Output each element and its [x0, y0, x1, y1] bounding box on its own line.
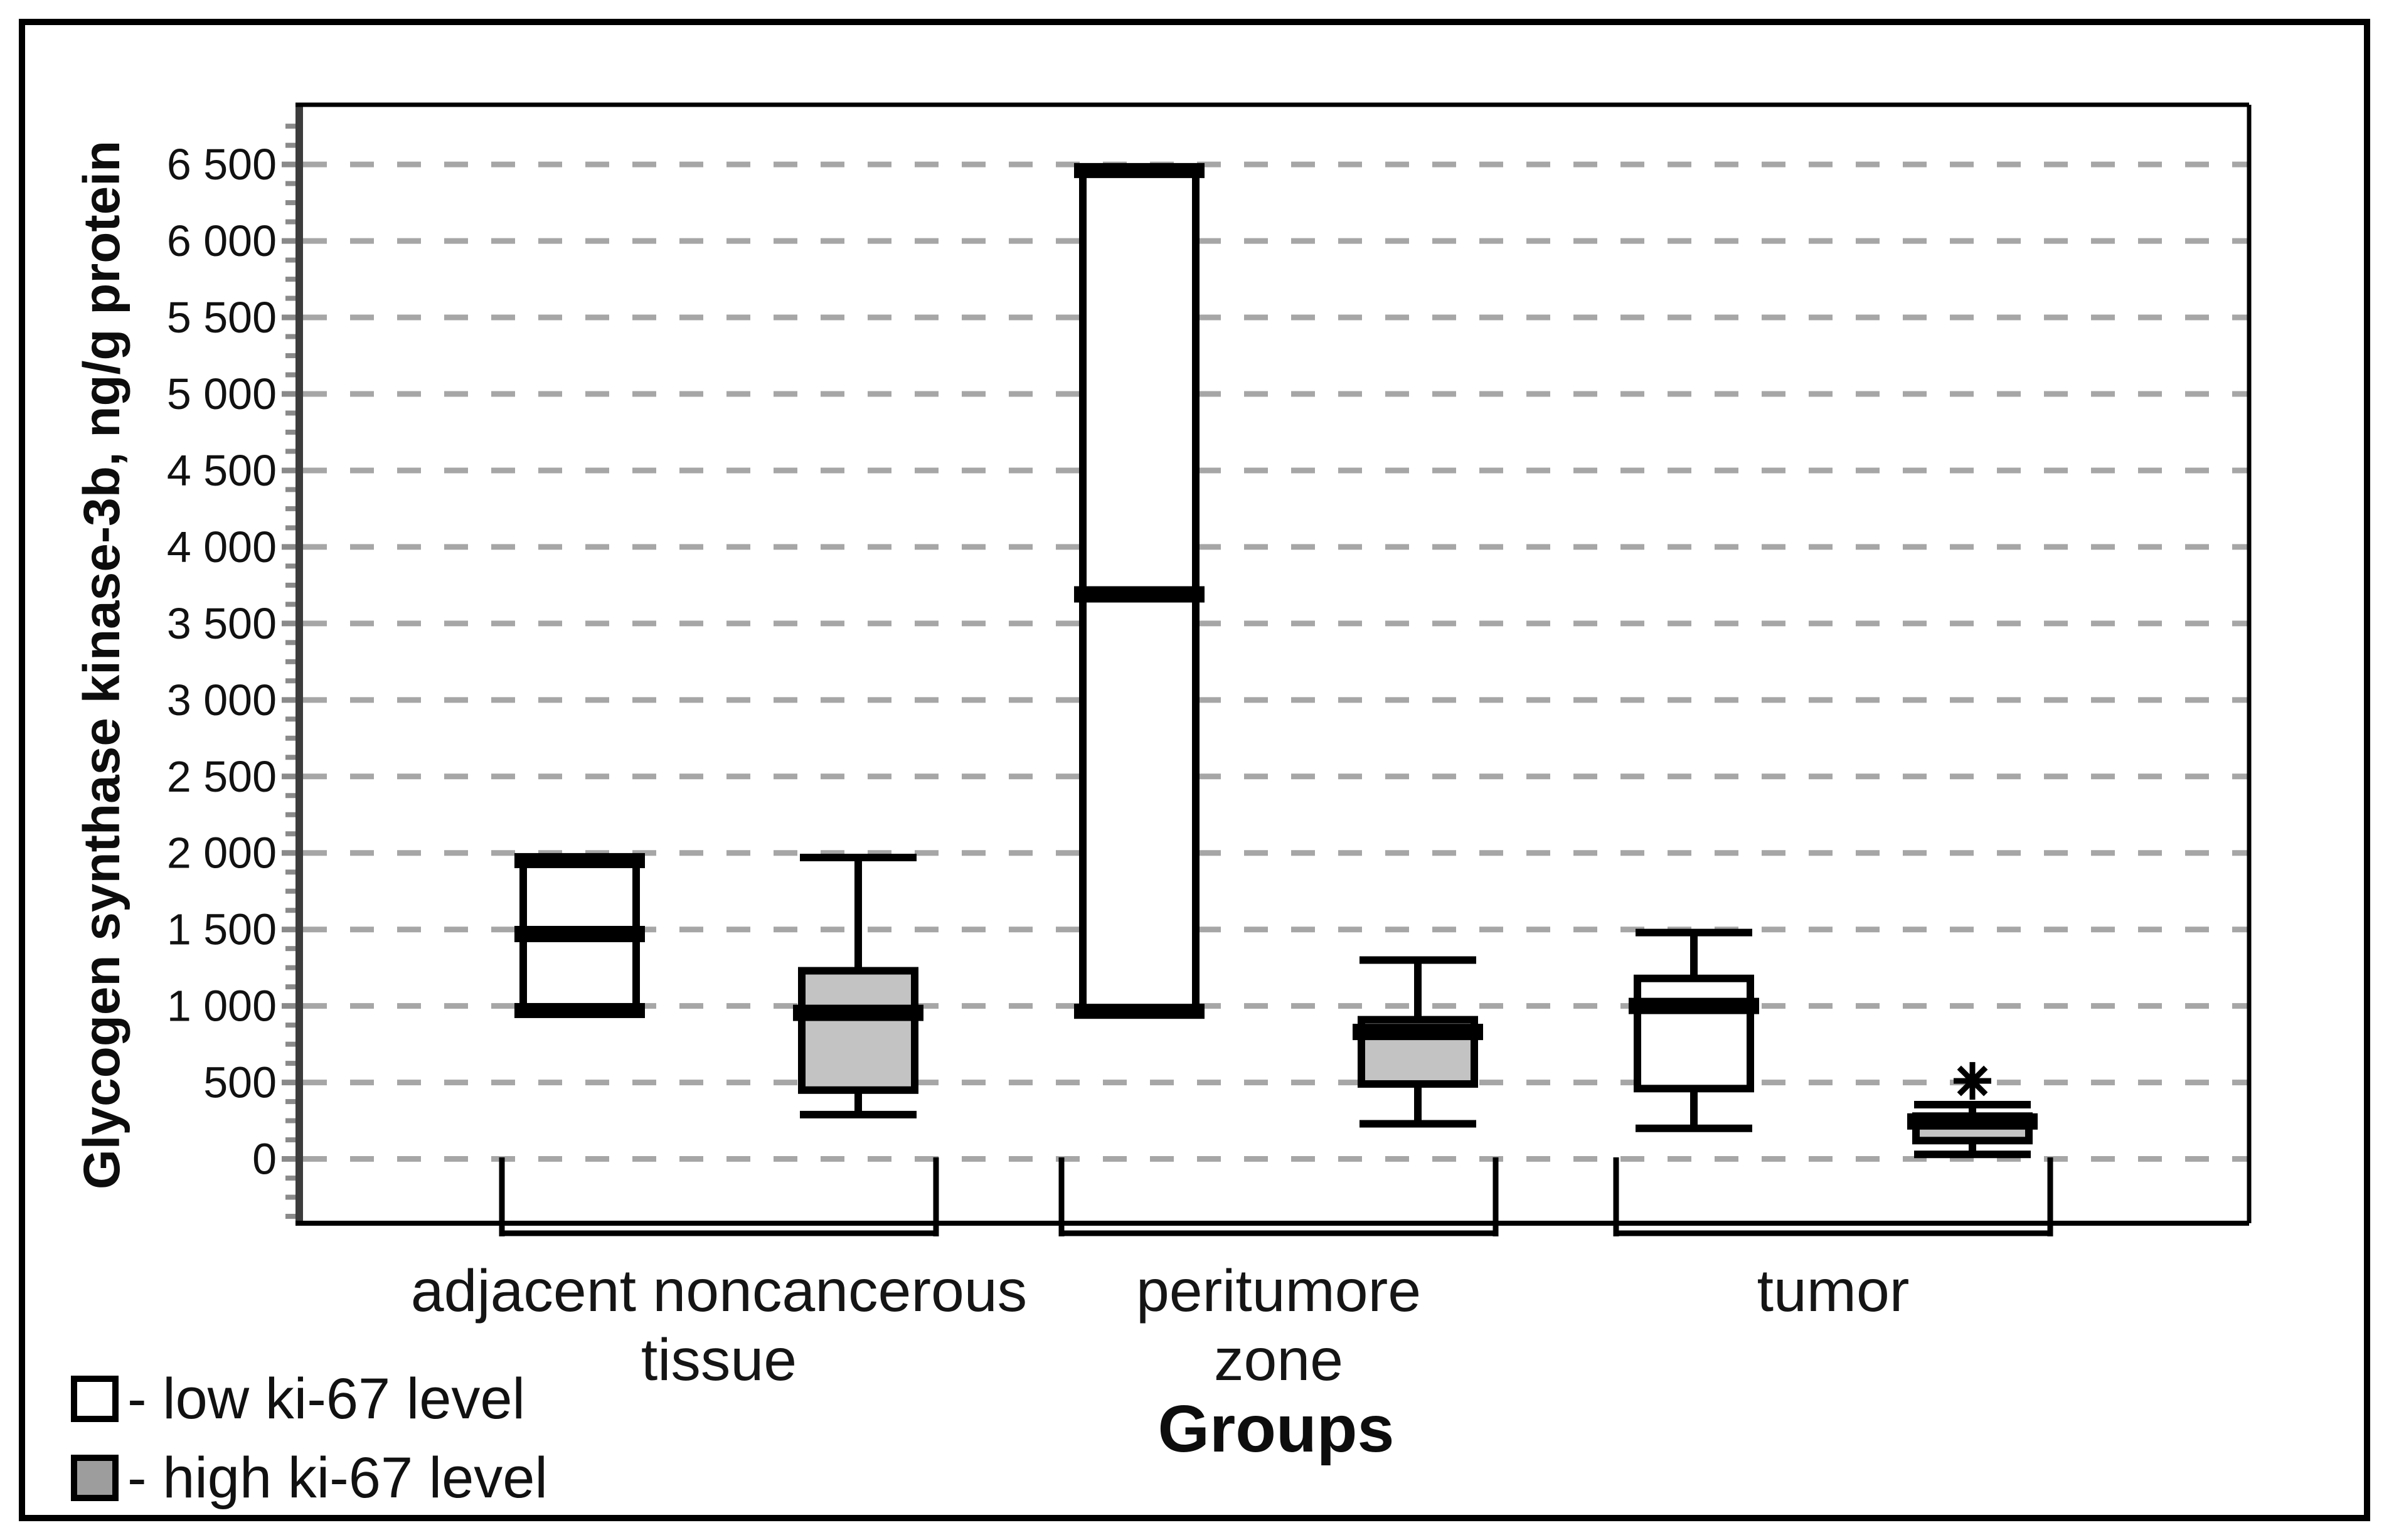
median-line — [1629, 997, 1759, 1014]
y-tick-label: 6 000 — [167, 216, 277, 265]
box-top-cap — [514, 852, 645, 868]
legend: - low ki-67 level - high ki-67 level — [71, 1366, 548, 1511]
median-line — [1074, 586, 1205, 603]
category-label: tumor — [1757, 1258, 1910, 1324]
y-tick-label: 3 000 — [167, 676, 277, 725]
y-tick-label: 2 000 — [167, 829, 277, 878]
y-tick-label: 5 500 — [167, 293, 277, 342]
y-tick-label: 5 000 — [167, 369, 277, 418]
box-top-cap — [1074, 162, 1205, 178]
legend-swatch-high-icon — [71, 1455, 119, 1501]
box-high-0 — [798, 967, 918, 1094]
figure-outer-border — [19, 19, 2370, 1521]
y-axis-title: Glycogen synthase kinase-3b, ng/g protei… — [73, 140, 130, 1190]
y-tick-label: 4 500 — [167, 446, 277, 495]
legend-swatch-low-icon — [71, 1376, 119, 1422]
box-bottom-cap — [514, 1002, 645, 1018]
y-tick-label: 4 000 — [167, 523, 277, 571]
box-low-2 — [1634, 974, 1754, 1093]
category-label: peritumore — [1136, 1258, 1421, 1324]
y-tick-label: 3 500 — [167, 599, 277, 648]
y-tick-label: 0 — [252, 1135, 277, 1184]
y-axis-line — [295, 105, 303, 1223]
legend-label-high: - high ki-67 level — [127, 1445, 548, 1510]
y-tick-label: 500 — [203, 1058, 277, 1107]
legend-item-high: - high ki-67 level — [71, 1445, 548, 1511]
x-axis-title: Groups — [1157, 1392, 1395, 1466]
category-label: zone — [1214, 1327, 1343, 1393]
y-tick-label: 1 500 — [167, 905, 277, 954]
median-line — [514, 926, 645, 943]
y-tick-label: 1 000 — [167, 982, 277, 1031]
category-label: adjacent noncancerous — [411, 1258, 1027, 1324]
box-bottom-cap — [1074, 1004, 1205, 1019]
median-line — [1353, 1024, 1483, 1041]
legend-item-low: - low ki-67 level — [71, 1366, 548, 1431]
y-tick-label: 6 500 — [167, 140, 277, 189]
y-tick-label: 2 500 — [167, 752, 277, 801]
category-label: tissue — [641, 1327, 797, 1393]
median-line — [1907, 1113, 2038, 1130]
median-line — [793, 1004, 923, 1021]
outlier-asterisk-icon — [1957, 1065, 1988, 1097]
legend-label-low: - low ki-67 level — [127, 1366, 525, 1431]
